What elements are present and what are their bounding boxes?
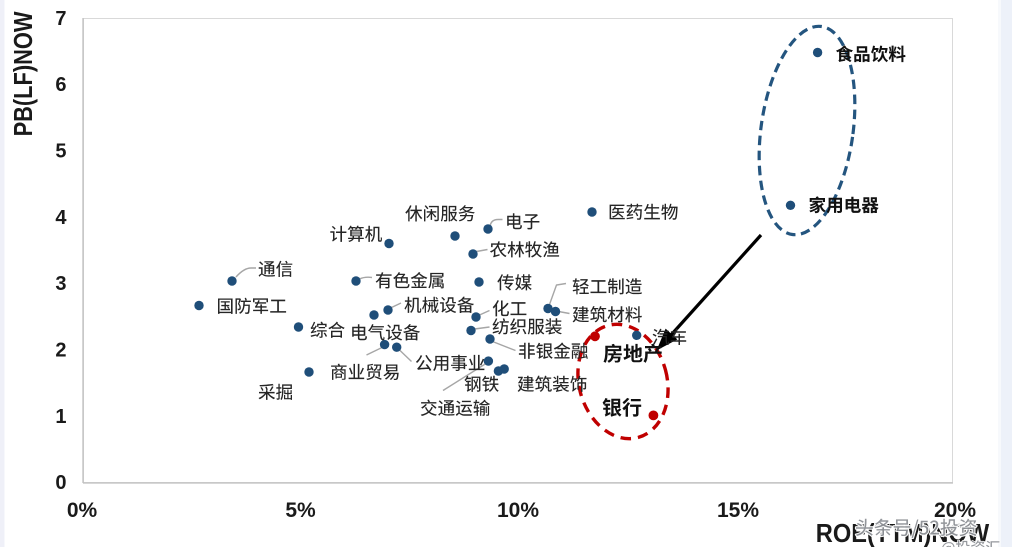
svg-text:15%: 15%	[717, 499, 759, 522]
svg-text:7: 7	[55, 8, 66, 30]
svg-text:0%: 0%	[67, 499, 98, 522]
svg-text:PB(LF)NOW: PB(LF)NOW	[9, 11, 38, 136]
svg-text:4: 4	[55, 207, 67, 229]
svg-text:0: 0	[55, 472, 66, 494]
svg-text:5: 5	[55, 141, 66, 163]
svg-text:3: 3	[55, 273, 66, 295]
svg-text:20%: 20%	[934, 499, 976, 522]
svg-text:6: 6	[55, 74, 66, 96]
svg-text:5%: 5%	[285, 499, 316, 522]
svg-text:2: 2	[55, 340, 66, 362]
svg-text:1: 1	[55, 406, 66, 428]
svg-text:10%: 10%	[497, 499, 539, 522]
